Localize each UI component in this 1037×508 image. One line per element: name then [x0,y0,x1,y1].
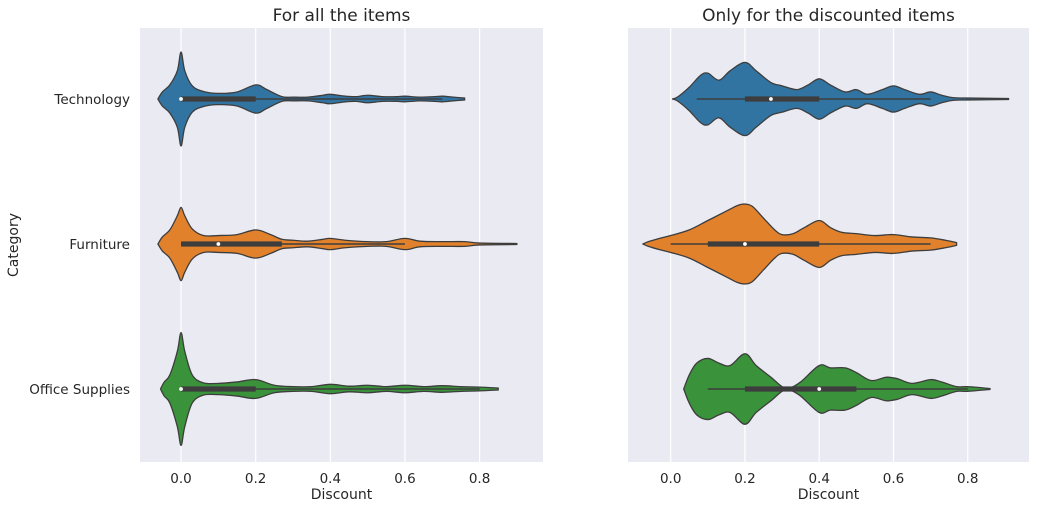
iqr-box [181,96,256,102]
median-marker [743,242,747,246]
iqr-box [181,386,256,392]
iqr-box [707,241,820,247]
y-tick-label: Office Supplies [29,382,130,398]
median-marker [179,97,183,101]
y-axis-label: Category [6,213,22,277]
iqr-box [744,96,820,102]
x-axis-label: Discount [798,487,860,503]
x-tick-label: 0.2 [734,471,755,487]
y-tick-label: Technology [53,92,130,108]
x-tick-label: 0.4 [320,471,341,487]
median-marker [216,242,221,246]
chart-title: For all the items [273,6,411,26]
x-tick-label: 0.2 [245,471,266,487]
x-tick-label: 0.8 [957,471,978,487]
x-tick-label: 0.6 [883,471,904,487]
median-marker [817,387,822,391]
x-tick-label: 0.8 [469,471,490,487]
iqr-box [744,386,857,392]
panel-1: 0.0 0.2 0.4 0.6 0.8 Discount For all the items… [29,6,543,503]
panel-2: 0.0 0.2 0.4 0.6 0.8 Discount Only for the disc… [628,6,1029,503]
y-tick-label: Furniture [69,237,130,253]
chart-title: Only for the discounted items [702,6,955,26]
x-tick-label: 0.6 [394,471,415,487]
x-tick-label: 0.0 [660,471,681,487]
iqr-box [181,241,282,247]
x-tick-label: 0.0 [170,471,191,487]
median-marker [769,97,773,101]
x-tick-label: 0.4 [808,471,829,487]
x-axis-label: Discount [311,487,373,503]
median-marker [179,387,183,391]
